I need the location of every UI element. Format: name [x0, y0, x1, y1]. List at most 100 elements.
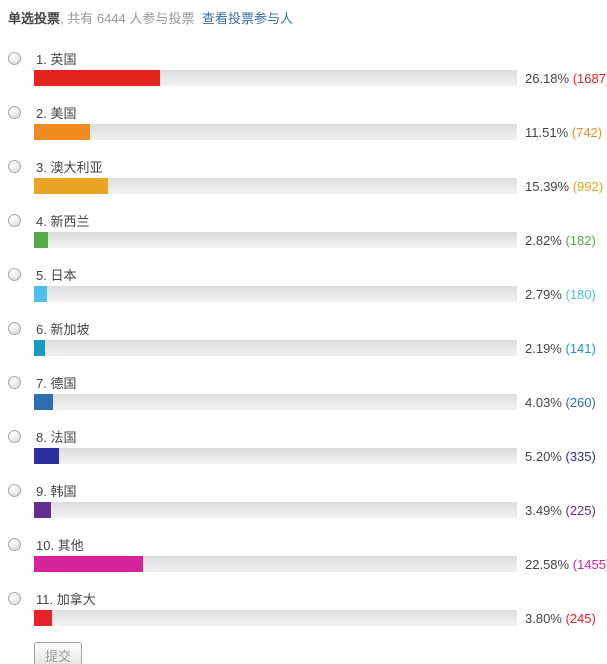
poll-option: 10. 其他 22.58% (1455)	[0, 534, 607, 572]
option-label[interactable]: 2. 美国	[36, 105, 77, 121]
option-result-row: 5.20% (335)	[34, 448, 607, 464]
poll-option: 2. 美国 11.51% (742)	[0, 102, 607, 140]
result-percent: 2.82%	[525, 232, 562, 248]
option-label[interactable]: 10. 其他	[36, 537, 84, 553]
result-bar-track	[34, 556, 517, 572]
view-participants-link[interactable]: 查看投票参与人	[202, 11, 294, 26]
poll-option: 11. 加拿大 3.80% (245)	[0, 588, 607, 626]
result-bar-fill	[34, 124, 90, 140]
result-count: (1455)	[572, 556, 607, 572]
result-bar-fill	[34, 556, 144, 572]
poll-option: 1. 英国 26.18% (1687)	[0, 48, 607, 86]
option-label[interactable]: 1. 英国	[36, 51, 77, 67]
result-bar-track	[34, 394, 517, 410]
result-bar-fill	[34, 232, 48, 248]
option-result-row: 3.80% (245)	[34, 610, 607, 626]
radio-button[interactable]	[8, 105, 21, 119]
poll-option: 5. 日本 2.79% (180)	[0, 264, 607, 302]
radio-button[interactable]	[8, 213, 21, 227]
radio-button[interactable]	[8, 429, 21, 443]
option-label-row: 1. 英国	[0, 48, 607, 68]
option-label[interactable]: 5. 日本	[36, 267, 77, 283]
radio-button[interactable]	[8, 51, 21, 65]
result-text: 3.49% (225)	[525, 503, 596, 518]
option-label[interactable]: 3. 澳大利亚	[36, 159, 103, 175]
option-result-row: 3.49% (225)	[34, 502, 607, 518]
result-bar-fill	[34, 340, 45, 356]
result-count: (742)	[571, 124, 603, 140]
result-text: 3.80% (245)	[525, 611, 596, 626]
poll-option: 9. 韩国 3.49% (225)	[0, 480, 607, 518]
radio-button[interactable]	[8, 591, 21, 605]
option-result-row: 15.39% (992)	[34, 178, 607, 194]
radio-button[interactable]	[8, 321, 21, 335]
result-bar-track	[34, 340, 517, 356]
result-text: 5.20% (335)	[525, 449, 596, 464]
result-count: (1687)	[572, 70, 607, 86]
poll-option: 6. 新加坡 2.19% (141)	[0, 318, 607, 356]
result-text: 2.19% (141)	[525, 341, 596, 356]
option-result-row: 26.18% (1687)	[34, 70, 607, 86]
result-count: (225)	[565, 502, 596, 518]
result-text: 26.18% (1687)	[525, 71, 607, 86]
poll-option: 4. 新西兰 2.82% (182)	[0, 210, 607, 248]
radio-button[interactable]	[8, 159, 21, 173]
result-text: 11.51% (742)	[525, 125, 602, 140]
result-bar-track	[34, 610, 517, 626]
option-label[interactable]: 11. 加拿大	[36, 591, 96, 607]
result-count: (245)	[565, 610, 596, 626]
result-count: (141)	[565, 340, 596, 356]
radio-button[interactable]	[8, 267, 21, 281]
option-label[interactable]: 9. 韩国	[36, 483, 77, 499]
result-percent: 11.51%	[525, 124, 569, 140]
result-percent: 2.79%	[525, 286, 562, 302]
option-result-row: 22.58% (1455)	[34, 556, 607, 572]
result-percent: 4.03%	[525, 394, 562, 410]
poll-header: 单选投票, 共有 6444 人参与投票 查看投票参与人	[0, 0, 607, 28]
option-label-row: 3. 澳大利亚	[0, 156, 607, 176]
option-result-row: 2.79% (180)	[34, 286, 607, 302]
option-label-row: 2. 美国	[0, 102, 607, 122]
result-percent: 2.19%	[525, 340, 562, 356]
result-count: (992)	[572, 178, 604, 194]
result-text: 22.58% (1455)	[525, 557, 607, 572]
result-percent: 26.18%	[525, 70, 570, 86]
option-label-row: 6. 新加坡	[0, 318, 607, 338]
poll-option: 8. 法国 5.20% (335)	[0, 426, 607, 464]
result-percent: 3.80%	[525, 610, 562, 626]
option-label-row: 11. 加拿大	[0, 588, 607, 608]
poll-type-title: 单选投票	[8, 11, 61, 26]
option-label-row: 7. 德国	[0, 372, 607, 392]
result-count: (180)	[565, 286, 596, 302]
option-label[interactable]: 6. 新加坡	[36, 321, 90, 337]
result-percent: 15.39%	[525, 178, 570, 194]
result-bar-fill	[34, 286, 48, 302]
result-bar-fill	[34, 448, 60, 464]
result-text: 2.79% (180)	[525, 287, 596, 302]
result-bar-fill	[34, 502, 51, 518]
poll-options-list: 1. 英国 26.18% (1687) 2. 美国 11.51% (742)	[0, 48, 607, 626]
radio-button[interactable]	[8, 537, 21, 551]
option-result-row: 11.51% (742)	[34, 124, 607, 140]
result-bar-fill	[34, 610, 53, 626]
result-bar-track	[34, 502, 517, 518]
submit-button[interactable]: 提交	[34, 642, 83, 664]
result-text: 4.03% (260)	[525, 395, 596, 410]
radio-button[interactable]	[8, 483, 21, 497]
option-label-row: 4. 新西兰	[0, 210, 607, 230]
result-percent: 22.58%	[525, 556, 570, 572]
result-bar-track	[34, 124, 517, 140]
result-text: 15.39% (992)	[525, 179, 603, 194]
result-bar-track	[34, 232, 517, 248]
option-label-row: 5. 日本	[0, 264, 607, 284]
result-text: 2.82% (182)	[525, 233, 596, 248]
result-bar-fill	[34, 70, 161, 86]
option-label[interactable]: 8. 法国	[36, 429, 77, 445]
result-percent: 3.49%	[525, 502, 562, 518]
result-percent: 5.20%	[525, 448, 562, 464]
option-label[interactable]: 7. 德国	[36, 375, 77, 391]
radio-button[interactable]	[8, 375, 21, 389]
option-label[interactable]: 4. 新西兰	[36, 213, 90, 229]
result-bar-fill	[34, 394, 54, 410]
